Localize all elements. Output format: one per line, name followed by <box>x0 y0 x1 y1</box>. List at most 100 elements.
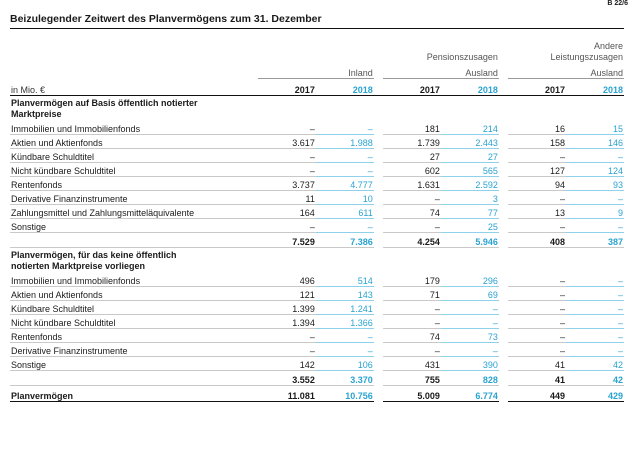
value-cell: – <box>257 328 316 343</box>
table-row: Nicht kündbare Schuldtitel – –602 565 127 124 <box>10 162 624 177</box>
value-cell: – <box>566 342 624 357</box>
value-cell: 41 <box>508 370 567 386</box>
value-cell: – <box>315 328 374 343</box>
column-gap <box>499 163 508 177</box>
column-gap <box>499 357 508 371</box>
value-cell: 143 <box>315 286 374 301</box>
year-cell: 2018 <box>440 78 499 96</box>
column-gap <box>374 191 383 205</box>
value-cell: – <box>257 162 316 177</box>
table-row: Rentenfonds 3.737 4.777 1.631 2.592 94 93 <box>10 176 624 191</box>
value-cell: 408 <box>508 232 567 248</box>
value-cell: – <box>566 190 624 205</box>
value-cell: 27 <box>383 148 441 163</box>
value-cell: – <box>508 218 567 233</box>
column-gap <box>374 219 383 233</box>
column-gap <box>499 371 508 386</box>
value-cell: – <box>566 300 624 315</box>
table-row: Derivative Finanzinstrumente 11 10–3– – <box>10 190 624 205</box>
value-cell: – <box>315 162 374 177</box>
value-cell: 13 <box>508 204 567 219</box>
column-gap <box>374 343 383 357</box>
column-gap <box>499 343 508 357</box>
value-cell: 41 <box>508 356 567 371</box>
value-cell: 431 <box>383 356 441 371</box>
total-row: Planvermögen 11.081 10.756 5.009 6.774 449 429 <box>10 385 624 402</box>
section-title-line: Planvermögen, für das keine öffentlich <box>11 250 177 260</box>
value-cell: 214 <box>440 121 499 135</box>
value-cell: 11 <box>257 190 316 205</box>
value-cell: 74 <box>383 328 441 343</box>
row-label: Rentenfonds <box>10 176 258 191</box>
title-divider <box>10 28 624 29</box>
column-gap <box>374 301 383 315</box>
value-cell: 1.988 <box>315 134 374 149</box>
value-cell: 94 <box>508 176 567 191</box>
header-other-group-line2: Leistungszusagen <box>550 52 623 62</box>
row-label: Aktien und Aktienfonds <box>10 286 258 301</box>
subtotal-row: 3.552 3.370 755 828 41 42 <box>10 370 624 386</box>
value-cell: 387 <box>566 232 624 248</box>
header-year-row: in Mio. € 2017 2018 2017 2018 2017 2018 <box>10 78 624 96</box>
value-cell: – <box>383 218 441 233</box>
column-gap <box>374 149 383 163</box>
header-ausland-other: Ausland <box>508 63 624 79</box>
column-gap <box>499 177 508 191</box>
table-row: Rentenfonds – –74 73– – <box>10 328 624 343</box>
table-row: Derivative Finanzinstrumente – – – – – – <box>10 342 624 357</box>
value-cell: 16 <box>508 121 567 135</box>
value-cell: – <box>508 148 567 163</box>
value-cell: 390 <box>440 356 499 371</box>
row-label: Derivative Finanzinstrumente <box>10 190 258 205</box>
column-gap <box>374 177 383 191</box>
value-cell: – <box>566 148 624 163</box>
value-cell: – <box>257 218 316 233</box>
year-cell: 2017 <box>383 78 441 96</box>
year-cell: 2017 <box>508 78 567 96</box>
value-cell: 4.254 <box>383 232 441 248</box>
row-label: Zahlungsmittel und Zahlungsmitteläquival… <box>10 204 258 219</box>
value-cell: – <box>440 342 499 357</box>
value-cell: 1.241 <box>315 300 374 315</box>
value-cell: – <box>508 342 567 357</box>
table-row: Zahlungsmittel und Zahlungsmitteläquival… <box>10 204 624 219</box>
value-cell: 15 <box>566 121 624 135</box>
value-cell: 3.370 <box>315 370 374 386</box>
value-cell: – <box>508 286 567 301</box>
year-cell: 2018 <box>315 78 374 96</box>
value-cell: 146 <box>566 134 624 149</box>
value-cell: 7.529 <box>257 232 316 248</box>
value-cell: 3.617 <box>257 134 316 149</box>
value-cell: – <box>566 286 624 301</box>
value-cell: – <box>566 328 624 343</box>
value-cell: – <box>566 314 624 329</box>
year-cell: 2017 <box>257 78 316 96</box>
value-cell: 9 <box>566 204 624 219</box>
value-cell: – <box>508 300 567 315</box>
table-row: Immobilien und Immobilienfonds – –181 214 16… <box>10 121 624 135</box>
value-cell: 429 <box>566 385 624 402</box>
value-cell: 6.774 <box>440 385 499 402</box>
row-label <box>10 232 258 248</box>
value-cell: 1.739 <box>383 134 441 149</box>
value-cell: – <box>383 300 441 315</box>
value-cell: 1.631 <box>383 176 441 191</box>
column-gap <box>374 273 383 287</box>
value-cell: 449 <box>508 385 567 402</box>
column-gap <box>374 287 383 301</box>
column-gap <box>374 329 383 343</box>
value-cell: 296 <box>440 273 499 287</box>
row-label: Derivative Finanzinstrumente <box>10 342 258 357</box>
section-title-line: Marktpreise <box>11 109 62 119</box>
section-title: Planvermögen auf Basis öffentlich notier… <box>10 96 624 122</box>
column-gap <box>499 219 508 233</box>
section-title-line: notierten Marktpreise vorliegen <box>11 261 146 271</box>
value-cell: 74 <box>383 204 441 219</box>
value-cell: 496 <box>257 273 316 287</box>
value-cell: – <box>566 273 624 287</box>
column-gap <box>374 386 383 402</box>
value-cell: 611 <box>315 204 374 219</box>
value-cell: 7.386 <box>315 232 374 248</box>
value-cell: 127 <box>508 162 567 177</box>
table-reference: B 22/6 <box>607 0 628 7</box>
